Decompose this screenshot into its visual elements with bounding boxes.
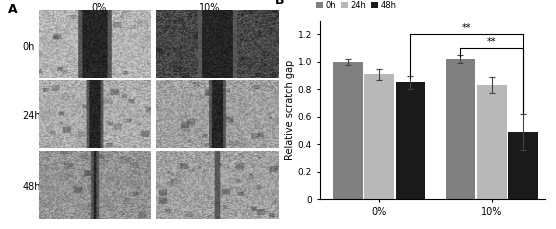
Text: 0%: 0% xyxy=(91,3,106,14)
Y-axis label: Relative scratch gap: Relative scratch gap xyxy=(285,60,295,160)
Text: 48h: 48h xyxy=(22,182,41,192)
Text: **: ** xyxy=(462,23,471,33)
Bar xyxy=(477,85,507,199)
Bar xyxy=(333,62,363,199)
Bar xyxy=(395,82,425,199)
Text: 24h: 24h xyxy=(22,111,41,121)
Text: 10%: 10% xyxy=(199,3,221,14)
Bar xyxy=(364,74,394,199)
Legend: 0h, 24h, 48h: 0h, 24h, 48h xyxy=(312,0,400,14)
Text: **: ** xyxy=(487,37,497,47)
Bar xyxy=(508,132,538,199)
Text: B: B xyxy=(275,0,284,7)
Bar xyxy=(445,59,475,199)
Text: 0h: 0h xyxy=(22,42,34,52)
Text: A: A xyxy=(8,3,18,16)
